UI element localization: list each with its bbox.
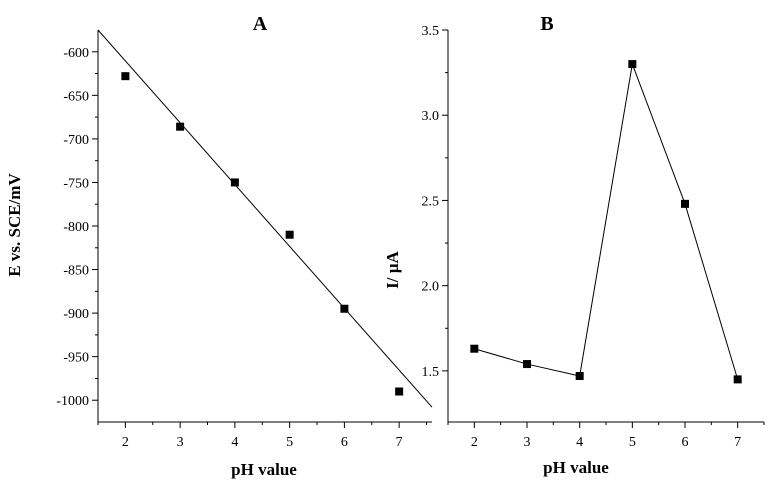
panel-b-series-line xyxy=(474,62,739,380)
panel-b-plot-area xyxy=(470,60,742,384)
panel-b-y-tick-label: 2.0 xyxy=(422,280,440,295)
panel-a-title: A xyxy=(253,13,268,35)
panel-b-y-axis-label: I/ µA xyxy=(383,250,402,288)
panel-a-data-point xyxy=(230,178,239,187)
panel-a-x-tick-label: 7 xyxy=(396,435,403,450)
panel-a-ticks: 2 3 4 5 6 7 -600 -650 -700 -750 -800 -850 -900 -950 -1… xyxy=(56,46,428,450)
panel-a-y-tick-label: -650 xyxy=(63,89,89,104)
panel-b-y-tick-label: 3.0 xyxy=(422,109,440,124)
panel-b-x-tick-label: 4 xyxy=(576,435,583,450)
panel-a-y-tick-label: -750 xyxy=(63,176,89,191)
panel-a-y-tick-label: -900 xyxy=(63,307,89,322)
panel-b-y-tick-label: 2.5 xyxy=(422,194,440,209)
panel-b-data-point xyxy=(681,199,689,208)
panel-a-plot-area xyxy=(97,29,433,408)
panel-a-y-axis-label: E vs. SCE/mV xyxy=(5,173,24,277)
panel-a-x-tick-label: 2 xyxy=(122,435,129,450)
panel-b-x-tick-label: 3 xyxy=(524,435,531,450)
panel-a-data-point xyxy=(340,304,349,313)
panel-a-y-tick-label: -600 xyxy=(63,46,89,61)
panel-b-x-tick-label: 6 xyxy=(682,435,689,450)
panel-a-data-point xyxy=(176,122,185,131)
panel-a-data-point xyxy=(285,230,294,239)
panel-a-data-point xyxy=(121,72,130,81)
panel-a-data-point xyxy=(395,387,404,396)
panel-b-data-point xyxy=(628,60,637,69)
panel-b-data-point xyxy=(470,344,479,353)
panel-a-x-tick-label: 5 xyxy=(286,435,293,450)
panel-b-data-point xyxy=(575,371,584,380)
panel-a-y-tick-label: -850 xyxy=(63,264,89,279)
panel-b: B pH value I/ µA 2 3 4 5 6 7 1.5 2.0 2.5 3.0 3.5 xyxy=(383,13,765,477)
panel-a-x-tick-label: 3 xyxy=(177,435,184,450)
panel-b-x-tick-label: 7 xyxy=(734,435,741,450)
panel-a-y-tick-label: -700 xyxy=(63,133,89,148)
panel-a-y-tick-label: -800 xyxy=(63,220,89,235)
panel-b-ticks: 2 3 4 5 6 7 1.5 2.0 2.5 3.0 3.5 xyxy=(422,24,765,450)
panel-a: A pH value E vs. SCE/mV 2 3 4 5 6 7 -600 -650 -7… xyxy=(5,13,433,479)
panel-a-y-tick-label: -1000 xyxy=(56,394,89,409)
panel-b-title: B xyxy=(540,13,553,35)
panel-b-data-point xyxy=(523,360,531,369)
panel-b-data-point xyxy=(733,375,742,384)
panel-b-x-tick-label: 2 xyxy=(471,435,478,450)
panel-b-y-tick-label: 3.5 xyxy=(422,24,440,39)
panel-b-x-axis-label: pH value xyxy=(543,458,609,477)
panel-a-fit-line xyxy=(97,29,433,408)
panel-a-y-tick-label: -950 xyxy=(63,351,89,366)
panel-b-y-tick-label: 1.5 xyxy=(422,365,440,380)
panel-a-x-tick-label: 6 xyxy=(341,435,348,450)
panel-b-x-tick-label: 5 xyxy=(629,435,636,450)
panel-a-x-axis-label: pH value xyxy=(231,460,297,479)
panel-a-x-tick-label: 4 xyxy=(231,435,238,450)
